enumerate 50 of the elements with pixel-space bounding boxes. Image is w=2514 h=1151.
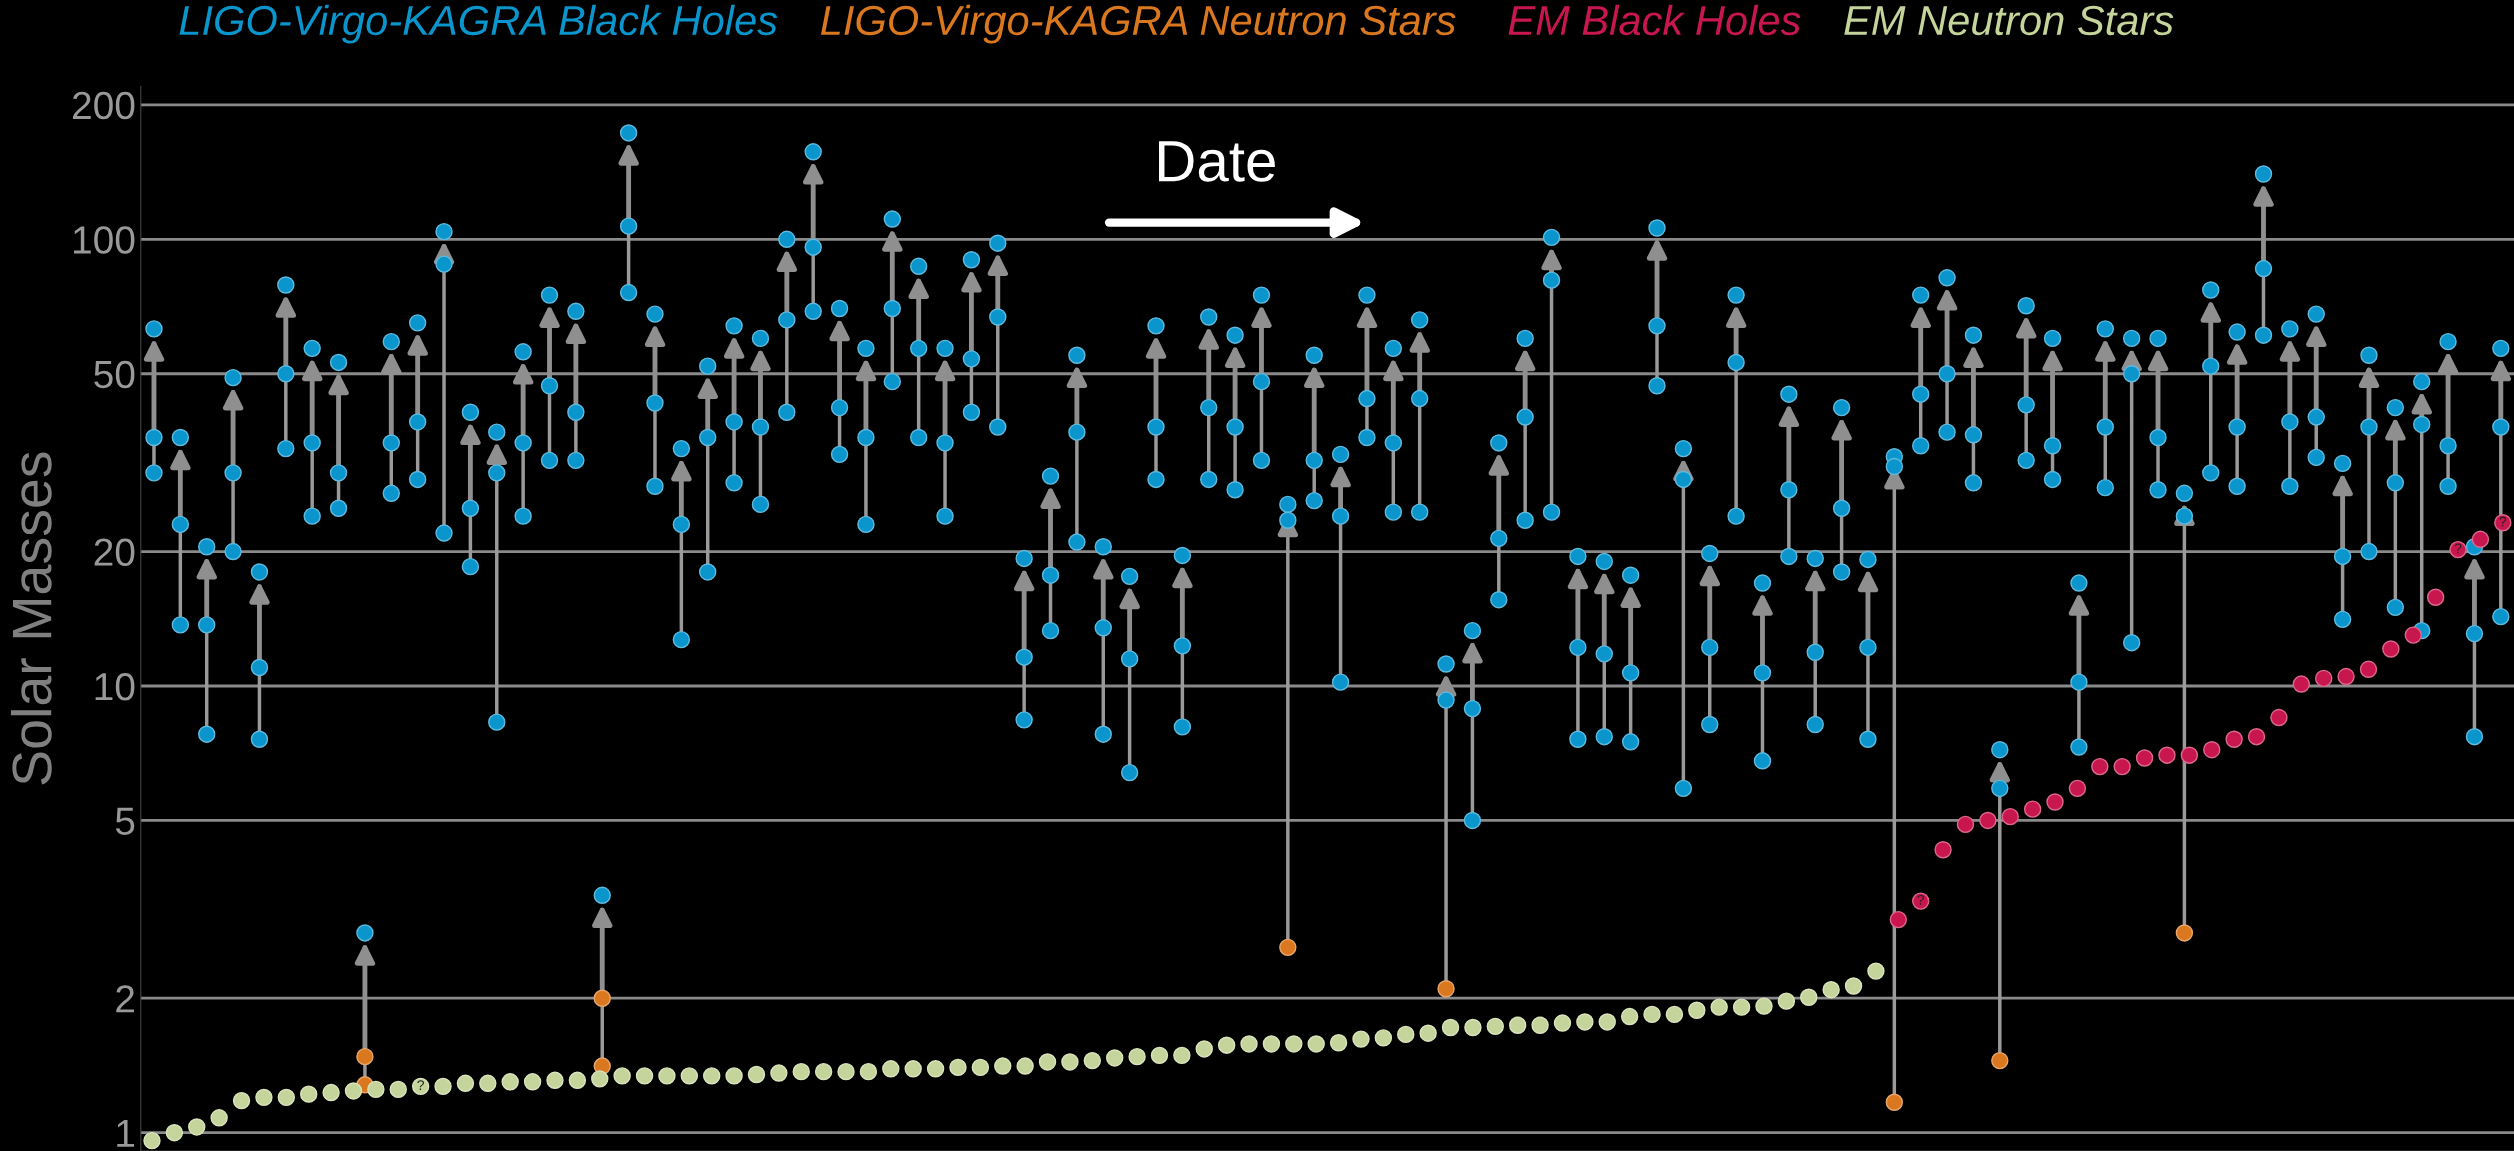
point: [356, 1047, 374, 1066]
text: EM Black Holes: [1508, 4, 1801, 36]
point: [593, 989, 611, 1007]
point: [2068, 779, 2087, 798]
y-tick-label: 2: [116, 985, 134, 1013]
point: [2203, 741, 2221, 759]
y-tick-label: 200: [73, 91, 135, 120]
point: [2023, 800, 2042, 818]
text: LIGO-Virgo-KAGRA Neutron Stars: [820, 4, 1456, 44]
point: [2175, 924, 2194, 942]
y-axis-title: Solar Masses: [10, 452, 52, 785]
point: [2180, 746, 2199, 764]
point: [1956, 815, 1975, 834]
point: [2247, 728, 2266, 746]
point: [2270, 708, 2288, 727]
y-tick-label: 1: [117, 1120, 135, 1147]
point: [2046, 793, 2064, 811]
text: EM Neutron Stars: [1844, 5, 2174, 36]
point: [2292, 675, 2311, 693]
data-label: ?: [1917, 894, 1925, 905]
point: [2337, 667, 2355, 686]
y-tick-label: 5: [115, 807, 135, 835]
point: [2113, 757, 2131, 776]
y-tick-label: 50: [94, 360, 135, 389]
point: [2135, 749, 2154, 767]
point: [1979, 811, 1997, 830]
point: [2314, 669, 2333, 688]
data-label: ?: [2499, 516, 2507, 527]
point: [1934, 841, 1952, 859]
data-label: ?: [2454, 543, 2462, 554]
y-tick-label: 100: [74, 226, 135, 254]
y-tick-label: 10: [95, 672, 135, 701]
point: [2359, 660, 2378, 678]
point: [1279, 938, 1297, 957]
text: LIGO-Virgo-KAGRA Black Holes: [179, 4, 778, 44]
y-tick-label: 20: [94, 538, 135, 566]
annotation: Date: [1159, 141, 1275, 182]
point: [2426, 588, 2445, 606]
point: [1889, 910, 1908, 929]
point: [2404, 626, 2422, 644]
point: [2382, 640, 2400, 658]
point: [2471, 530, 2490, 549]
point: [2158, 746, 2176, 764]
point: [1437, 980, 1455, 998]
point: [2001, 807, 2019, 826]
data-label: ?: [417, 1080, 424, 1090]
point: [2225, 730, 2243, 748]
point: [1885, 1093, 1904, 1111]
point: [1991, 1051, 2009, 1070]
point: [2091, 757, 2109, 776]
